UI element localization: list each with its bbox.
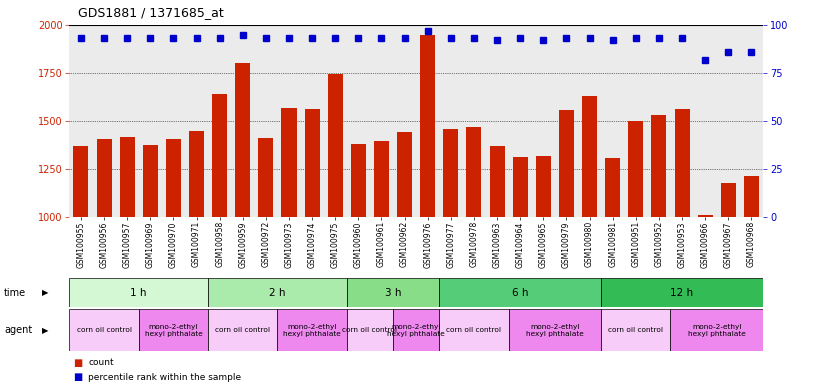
Text: mono-2-ethyl
hexyl phthalate: mono-2-ethyl hexyl phthalate xyxy=(688,324,746,337)
Text: corn oil control: corn oil control xyxy=(215,327,270,333)
Text: corn oil control: corn oil control xyxy=(446,327,502,333)
Text: 6 h: 6 h xyxy=(512,288,529,298)
Bar xyxy=(304,109,320,217)
Bar xyxy=(139,309,208,351)
Text: 12 h: 12 h xyxy=(671,288,694,298)
Text: mono-2-ethyl
hexyl phthalate: mono-2-ethyl hexyl phthalate xyxy=(526,324,583,337)
Bar xyxy=(282,108,296,217)
Bar xyxy=(69,309,139,351)
Text: corn oil control: corn oil control xyxy=(608,327,663,333)
Text: time: time xyxy=(4,288,26,298)
Text: ▶: ▶ xyxy=(42,326,48,335)
Bar xyxy=(508,309,601,351)
Bar xyxy=(277,309,347,351)
Bar xyxy=(96,139,112,217)
Text: ■: ■ xyxy=(73,372,82,382)
Bar xyxy=(536,157,551,217)
Bar xyxy=(73,146,88,217)
Bar xyxy=(259,138,273,217)
Bar xyxy=(439,309,508,351)
Bar xyxy=(439,278,601,307)
Bar xyxy=(189,131,204,217)
Bar xyxy=(675,109,690,217)
Bar xyxy=(628,121,643,217)
Text: ■: ■ xyxy=(73,358,82,368)
Bar xyxy=(120,137,135,217)
Text: GDS1881 / 1371685_at: GDS1881 / 1371685_at xyxy=(78,6,224,19)
Text: corn oil control: corn oil control xyxy=(77,327,131,333)
Bar xyxy=(235,63,251,217)
Bar xyxy=(671,309,763,351)
Bar xyxy=(721,184,736,217)
Text: count: count xyxy=(88,358,113,367)
Text: ▶: ▶ xyxy=(42,288,48,297)
Bar xyxy=(582,96,597,217)
Text: 2 h: 2 h xyxy=(269,288,286,298)
Text: 3 h: 3 h xyxy=(385,288,401,298)
Text: 1 h: 1 h xyxy=(131,288,147,298)
Text: mono-2-ethyl
hexyl phthalate: mono-2-ethyl hexyl phthalate xyxy=(144,324,202,337)
Bar xyxy=(601,309,671,351)
Bar xyxy=(420,35,435,217)
Bar xyxy=(374,141,389,217)
Bar xyxy=(347,278,439,307)
Bar xyxy=(143,145,157,217)
Bar xyxy=(166,139,181,217)
Text: percentile rank within the sample: percentile rank within the sample xyxy=(88,372,242,382)
Bar xyxy=(69,278,208,307)
Bar xyxy=(490,146,504,217)
Bar xyxy=(605,159,620,217)
Bar xyxy=(512,157,528,217)
Bar xyxy=(467,127,481,217)
Bar xyxy=(397,132,412,217)
Bar xyxy=(443,129,459,217)
Bar xyxy=(328,74,343,217)
Text: corn oil control: corn oil control xyxy=(343,327,397,333)
Bar xyxy=(559,111,574,217)
Text: mono-2-ethyl
hexyl phthalate: mono-2-ethyl hexyl phthalate xyxy=(388,324,445,337)
Bar xyxy=(698,215,712,217)
Bar xyxy=(601,278,763,307)
Bar xyxy=(208,278,347,307)
Bar xyxy=(347,309,393,351)
Bar xyxy=(393,309,439,351)
Bar xyxy=(744,176,759,217)
Bar xyxy=(651,115,667,217)
Text: mono-2-ethyl
hexyl phthalate: mono-2-ethyl hexyl phthalate xyxy=(283,324,341,337)
Bar xyxy=(212,94,227,217)
Text: agent: agent xyxy=(4,325,33,335)
Bar xyxy=(208,309,277,351)
Bar xyxy=(351,144,366,217)
